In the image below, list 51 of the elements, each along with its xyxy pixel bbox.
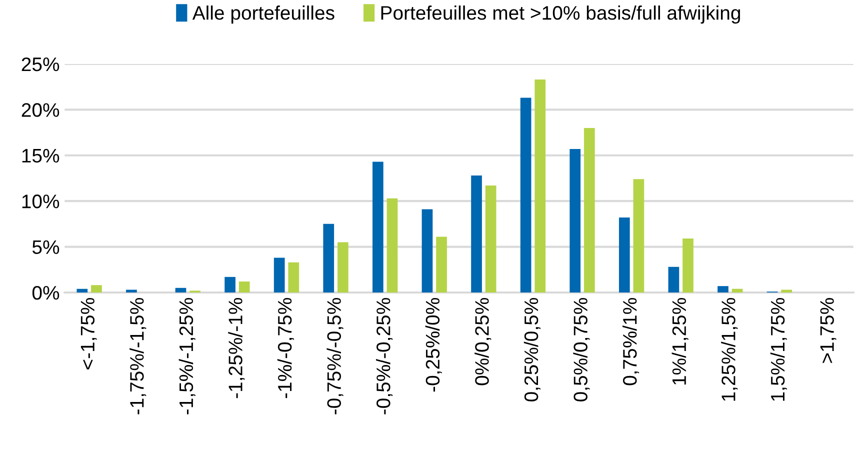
bar xyxy=(732,288,743,292)
legend-label: Alle portefeuilles xyxy=(192,6,334,24)
y-tick-label: 20% xyxy=(22,103,60,117)
x-tick-label: 1,5%/1,75% xyxy=(770,298,787,401)
x-tick-label: -0,75%/-0,5% xyxy=(326,298,344,414)
x-tick-label: -1,5%/-1,25% xyxy=(178,298,196,414)
x-tick-label: 1,25%/1,5% xyxy=(721,298,738,401)
bar xyxy=(471,175,482,292)
bar xyxy=(485,186,496,292)
y-tick-label: 0% xyxy=(32,286,60,300)
bar xyxy=(682,238,694,292)
x-tick-label: >1,75% xyxy=(820,298,836,363)
bar xyxy=(126,290,137,292)
bar xyxy=(372,162,384,292)
x-tick-label: 0,75%/1% xyxy=(622,298,640,386)
bar xyxy=(570,148,581,292)
bar xyxy=(224,276,236,292)
x-tick-label: -1,25%/-1% xyxy=(228,298,245,398)
bar xyxy=(288,262,300,292)
y-tick-label: 10% xyxy=(22,194,60,208)
x-tick-label: 1%/1,25% xyxy=(672,298,688,384)
bar xyxy=(781,290,792,292)
bar xyxy=(91,285,102,292)
bar xyxy=(274,258,285,292)
x-tick-label: <-1,75% xyxy=(80,298,97,370)
bar xyxy=(386,198,398,292)
x-tick-label: -0,25%/0% xyxy=(425,298,442,392)
legend-label: Portefeuilles met >10% basis/full afwijking xyxy=(381,6,740,24)
x-tick-label: -1%/-0,75% xyxy=(277,298,294,398)
y-tick-label: 25% xyxy=(22,57,60,72)
y-tick-label: 15% xyxy=(22,148,60,163)
y-tick-label: 5% xyxy=(32,240,60,254)
bar xyxy=(520,98,532,292)
bar xyxy=(175,288,186,292)
x-tick-label: -1,75%/-1,5% xyxy=(130,298,146,414)
bar xyxy=(76,288,88,292)
bar xyxy=(718,286,728,292)
bar xyxy=(338,242,348,292)
bar xyxy=(238,282,250,292)
bar xyxy=(618,218,630,292)
bar xyxy=(436,236,447,292)
x-tick-label: 0,25%/0,5% xyxy=(524,298,540,402)
x-tick-label: 0%/0,25% xyxy=(474,298,492,386)
x-tick-label: -0,5%/-0,25% xyxy=(376,298,393,414)
bar xyxy=(534,80,546,292)
bar xyxy=(323,224,334,292)
x-tick-label: 0,5%/0,75% xyxy=(573,298,590,402)
bar xyxy=(422,209,433,292)
bar xyxy=(668,266,680,292)
bar xyxy=(584,128,595,292)
bar xyxy=(633,179,644,292)
